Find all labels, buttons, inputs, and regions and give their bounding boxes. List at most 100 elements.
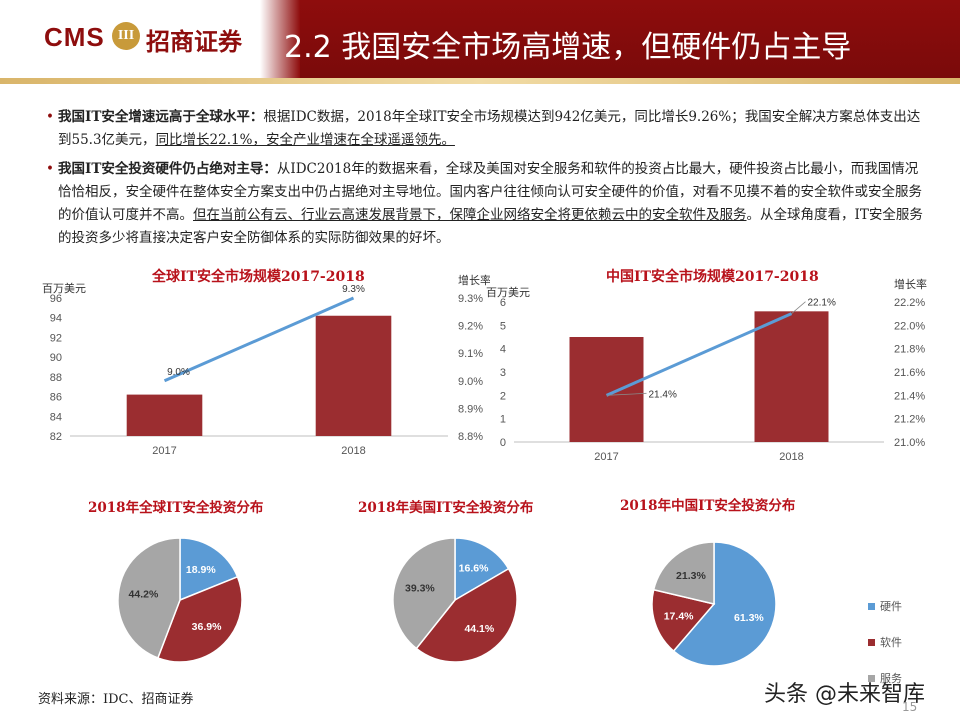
logo-fade — [260, 0, 300, 78]
global-market-chart-title: 全球IT安全市场规模2017-2018 — [152, 269, 365, 285]
growth-data-label: 22.1% — [808, 298, 836, 309]
slide-title: 2.2 我国安全市场高增速，但硬件仍占主导 — [284, 30, 852, 65]
data-label-leader — [606, 392, 647, 396]
bullet-tail-text: 。从全球角度看，IT安全服务的投资多少将直接决定客户安全防御体系的实际防御效果的… — [58, 207, 923, 246]
pie-slice-service — [652, 541, 715, 605]
pie-slice-label: 18.9% — [186, 564, 216, 576]
bullet-heading: 我国IT安全投资硬件仍占绝对主导： — [58, 161, 277, 177]
bar-2018 — [315, 315, 392, 436]
y-tick-label: 2 — [500, 390, 506, 402]
growth-data-label: 21.4% — [649, 389, 677, 400]
y2-tick-label: 9.0% — [458, 376, 483, 388]
bullet-item-growth: • 我国IT安全增速远高于全球水平：根据IDC数据，2018年全球IT安全市场规… — [46, 106, 926, 152]
pie-slice-label: 17.4% — [664, 610, 694, 622]
china-market-bar-chart: 百万美元 增长率 0 1 2 3 4 5 6 21.0% 21.2% 21.4% 21.6% 21.8% 2… — [486, 277, 927, 463]
y-tick-label: 82 — [50, 431, 62, 443]
legend-label: 硬件 — [880, 600, 902, 613]
legend-swatch-0 — [868, 603, 875, 610]
x-tick-label: 2018 — [341, 445, 365, 457]
bullet-underlined-text: 同比增长22.1%，安全产业增速在全球遥遥领先。 — [155, 132, 455, 148]
y-tick-label: 90 — [50, 352, 62, 364]
logo-badge-icon: III — [112, 22, 140, 50]
pie-slice-service — [392, 537, 456, 650]
y2-tick-label: 21.4% — [894, 390, 925, 402]
pie-slice-hardware — [454, 537, 510, 602]
bar-2017 — [126, 394, 203, 436]
bullet-list: • 我国IT安全增速远高于全球水平：根据IDC数据，2018年全球IT安全市场规… — [46, 106, 926, 256]
y2-tick-label: 22.0% — [894, 320, 925, 332]
bullet-dot-icon: • — [46, 161, 54, 177]
pie-slice-label: 21.3% — [676, 570, 706, 582]
x-tick-label: 2017 — [594, 451, 618, 463]
pie-slice-label: 44.2% — [129, 588, 159, 600]
x-tick-label: 2018 — [779, 451, 803, 463]
legend-swatch-1 — [868, 639, 875, 646]
y-tick-label: 0 — [500, 437, 506, 449]
pie-slice-service — [117, 537, 181, 659]
growth-data-label: 9.0% — [167, 367, 190, 378]
y2-tick-label: 8.8% — [458, 431, 483, 443]
growth-rate-line — [605, 312, 793, 397]
y2-axis-label: 增长率 — [458, 273, 490, 287]
y-tick-label: 86 — [50, 392, 62, 404]
data-label-leader — [791, 301, 806, 314]
pie-slice-label: 36.9% — [192, 621, 222, 633]
pie-slice-software — [651, 588, 716, 653]
china-market-chart-title: 中国IT安全市场规模2017-2018 — [606, 269, 819, 285]
bar-2018 — [754, 311, 829, 442]
bullet-underlined-text: 但在当前公有云、行业云高速发展背景下，保障企业网络安全将更依赖云中的安全软件及服… — [193, 207, 747, 223]
y-tick-label: 88 — [50, 372, 62, 384]
pie-slice-label: 61.3% — [734, 612, 764, 624]
y2-tick-label: 21.8% — [894, 344, 925, 356]
china-pie-title: 2018年中国IT安全投资分布 — [620, 498, 796, 514]
y-tick-label: 92 — [50, 332, 62, 344]
pie-slice-label: 16.6% — [459, 563, 489, 575]
bullet-text: 从IDC2018年的数据来看，全球及美国对安全服务和软件的投资占比最大，硬件投资… — [58, 161, 922, 223]
y-tick-label: 94 — [50, 313, 62, 325]
pie-slice-software — [156, 575, 243, 663]
source-note: 资料来源：IDC、招商证券 — [38, 692, 194, 707]
global-investment-pie: 18.9% 36.9% 44.2% — [117, 537, 243, 663]
pie-slice-label: 44.1% — [464, 623, 494, 635]
y2-tick-label: 9.1% — [458, 348, 483, 360]
pie-slice-hardware — [672, 541, 777, 667]
y-tick-label: 6 — [500, 297, 506, 309]
y-tick-label: 4 — [500, 344, 506, 356]
pie-slice-hardware — [179, 537, 239, 602]
watermark: 头条 @未来智库 — [764, 682, 925, 707]
growth-rate-line — [163, 296, 355, 383]
legend-label: 服务 — [880, 672, 902, 685]
us-investment-pie: 16.6% 44.1% 39.3% — [392, 537, 518, 663]
logo-text: CMS — [44, 22, 105, 52]
y2-tick-label: 8.9% — [458, 403, 483, 415]
y2-tick-label: 9.2% — [458, 321, 483, 333]
legend-label: 软件 — [880, 635, 902, 649]
y-axis-label: 百万美元 — [42, 282, 86, 295]
y2-axis-label: 增长率 — [894, 277, 927, 291]
x-tick-label: 2017 — [152, 445, 176, 457]
bar-2017 — [569, 337, 644, 442]
y-tick-label: 96 — [50, 293, 62, 305]
logo-cn-name: 招商证券 — [146, 27, 242, 56]
bullet-heading: 我国IT安全增速远高于全球水平： — [58, 109, 264, 125]
header-gold-stripe — [0, 78, 960, 84]
y2-tick-label: 22.2% — [894, 297, 925, 309]
y-tick-label: 3 — [500, 367, 506, 379]
y-axis-label: 百万美元 — [486, 286, 530, 299]
y-tick-label: 1 — [500, 414, 506, 426]
legend-swatch-2 — [868, 675, 875, 682]
global-market-bar-chart: 百万美元 增长率 82 84 86 88 90 92 94 96 8.8% 8.9% 9.0% 9.1% 9… — [42, 273, 490, 457]
y2-tick-label: 21.2% — [894, 414, 925, 426]
pie-slice-label: 39.3% — [405, 583, 435, 595]
y2-tick-label: 9.3% — [458, 293, 483, 305]
bullet-item-hardware: • 我国IT安全投资硬件仍占绝对主导：从IDC2018年的数据来看，全球及美国对… — [46, 158, 926, 250]
bullet-dot-icon: • — [46, 109, 54, 125]
pie-slice-software — [415, 567, 518, 663]
y2-tick-label: 21.6% — [894, 367, 925, 379]
y2-tick-label: 21.0% — [894, 437, 925, 449]
us-pie-title: 2018年美国IT安全投资分布 — [358, 500, 534, 516]
page-number: 15 — [902, 700, 918, 714]
y-tick-label: 84 — [50, 411, 62, 423]
bullet-text: 根据IDC数据，2018年全球IT安全市场规模达到942亿美元，同比增长9.26… — [58, 109, 921, 148]
